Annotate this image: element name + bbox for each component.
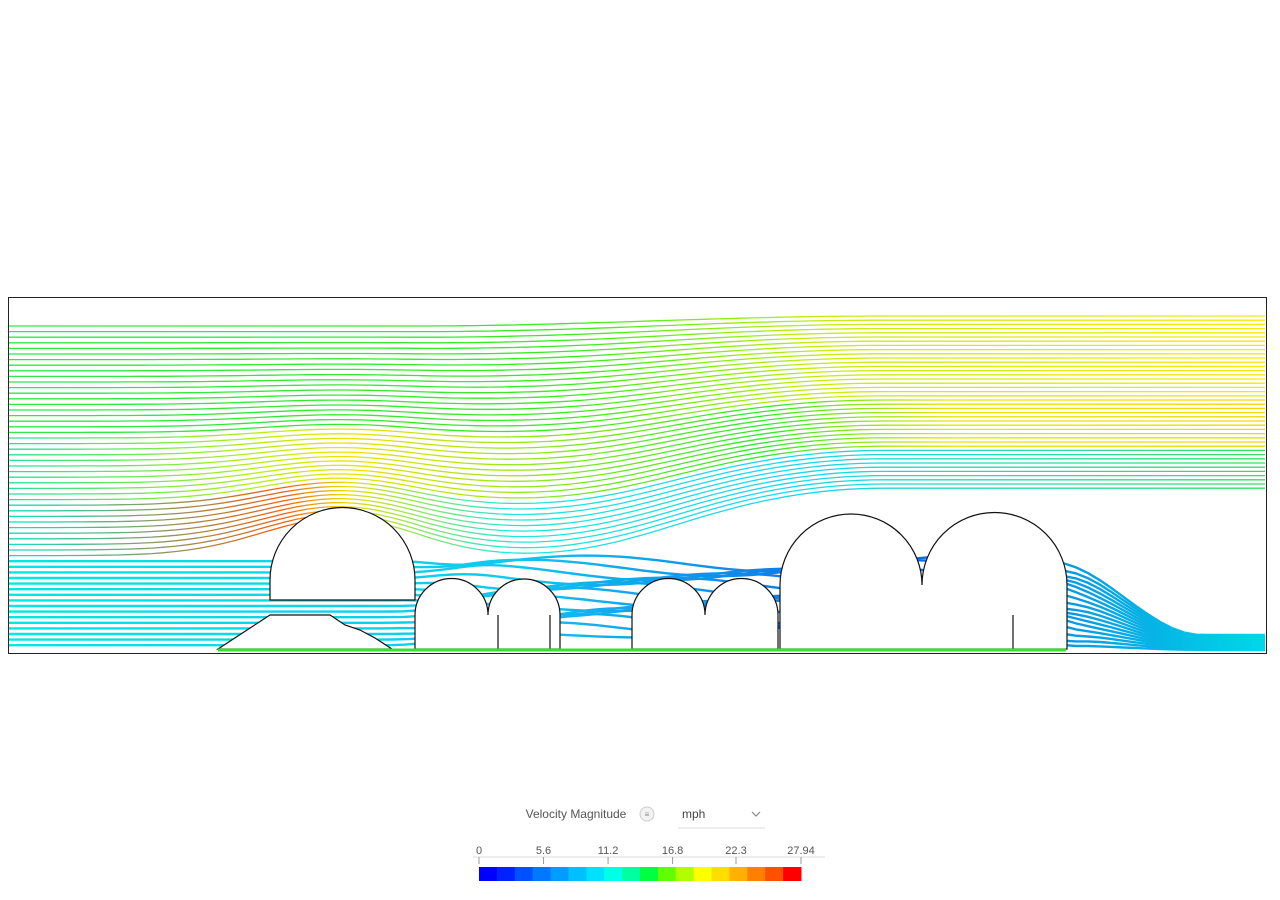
colorbar-segment bbox=[711, 867, 730, 881]
streamline bbox=[9, 395, 1265, 434]
tick-label: 0 bbox=[476, 845, 482, 857]
tick-label: 27.94 bbox=[787, 845, 815, 857]
tick-label: 16.8 bbox=[662, 845, 683, 857]
streamline bbox=[9, 483, 1265, 551]
streamline bbox=[9, 315, 1265, 327]
info-glyph: ≡ bbox=[645, 810, 650, 819]
streamline bbox=[9, 466, 1265, 529]
streamline bbox=[9, 462, 1265, 523]
colorbar-segment bbox=[479, 867, 498, 881]
streamline bbox=[9, 474, 1265, 540]
streamline bbox=[9, 357, 1265, 383]
colorbar-segment bbox=[675, 867, 695, 881]
streamline bbox=[9, 407, 1265, 450]
info-icon[interactable] bbox=[639, 806, 655, 822]
chevron bbox=[751, 811, 761, 817]
streamline bbox=[9, 361, 1265, 389]
streamline bbox=[9, 416, 1265, 462]
streamline bbox=[9, 432, 1265, 484]
streamline bbox=[9, 369, 1265, 400]
streamline bbox=[9, 487, 1265, 557]
streamline bbox=[9, 382, 1265, 417]
streamline bbox=[9, 437, 1265, 490]
streamline bbox=[9, 336, 1265, 355]
streamline bbox=[9, 420, 1265, 467]
colorbar-segment bbox=[693, 867, 713, 881]
tick-label: 22.3 bbox=[725, 845, 746, 857]
streamline bbox=[9, 374, 1265, 406]
streamline bbox=[9, 428, 1265, 478]
colorbar-segment bbox=[532, 867, 552, 881]
colorbar-segment bbox=[640, 867, 659, 881]
colorbar-segment bbox=[550, 867, 569, 881]
streamline bbox=[9, 327, 1265, 344]
streamline bbox=[9, 390, 1265, 428]
colorbar-segment bbox=[604, 867, 623, 881]
geometry bbox=[215, 506, 1068, 650]
legend-title: Velocity Magnitude bbox=[526, 807, 627, 821]
colorbar-segment bbox=[729, 867, 748, 881]
colorbar-segment bbox=[783, 867, 802, 881]
colorbar-segment bbox=[747, 867, 766, 881]
unit-label: mph bbox=[682, 807, 705, 821]
streamline bbox=[9, 399, 1265, 439]
streamline bbox=[9, 441, 1265, 495]
streamline bbox=[9, 353, 1265, 378]
streamline bbox=[9, 453, 1265, 512]
colorbar: 0 5.6 11.2 16.8 22.3 27.94 bbox=[473, 845, 825, 881]
streamline bbox=[9, 411, 1265, 456]
streamline bbox=[9, 386, 1265, 422]
tick-label: 5.6 bbox=[536, 845, 551, 857]
streamline bbox=[9, 470, 1265, 534]
streamline bbox=[9, 458, 1265, 518]
streamline bbox=[9, 319, 1265, 333]
colorbar-segment bbox=[514, 867, 534, 881]
colorbar-segment bbox=[496, 867, 516, 881]
colorbar-segment bbox=[568, 867, 587, 881]
colorbar-segment bbox=[622, 867, 641, 881]
streamline bbox=[9, 365, 1265, 394]
streamline bbox=[9, 479, 1265, 546]
streamline bbox=[9, 332, 1265, 350]
streamline bbox=[9, 403, 1265, 445]
streamline bbox=[9, 424, 1265, 473]
streamline bbox=[9, 348, 1265, 372]
streamline bbox=[9, 323, 1265, 338]
streamline bbox=[9, 340, 1265, 361]
colorbar-segment bbox=[586, 867, 605, 881]
colorbar-segment bbox=[657, 867, 677, 881]
streamline bbox=[9, 445, 1265, 501]
streamline bbox=[9, 378, 1265, 411]
colorbar-segment bbox=[765, 867, 784, 881]
tick-label: 11.2 bbox=[598, 845, 619, 857]
unit-dropdown[interactable]: mph bbox=[678, 807, 765, 829]
streamline bbox=[9, 449, 1265, 506]
streamline bbox=[9, 344, 1265, 366]
